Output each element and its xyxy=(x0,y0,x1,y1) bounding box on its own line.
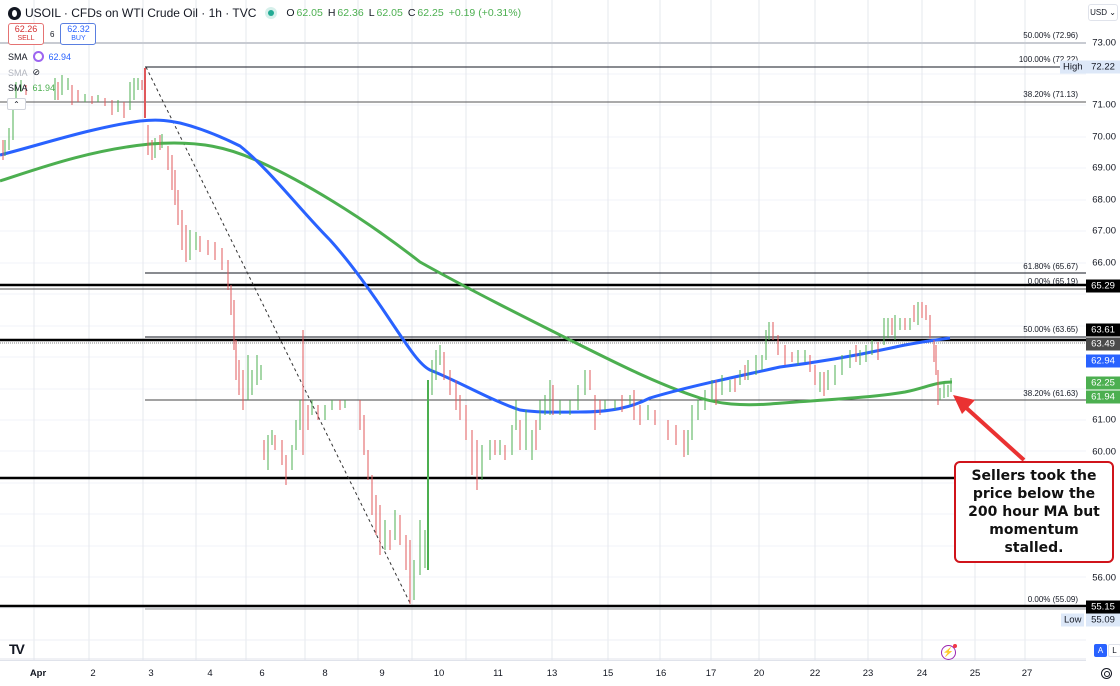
legend-value: 62.94 xyxy=(48,51,72,62)
xtick: 22 xyxy=(809,668,821,679)
level-label-65-29: 65.29 xyxy=(1086,279,1120,293)
ytick: 60.00 xyxy=(1092,446,1116,458)
time-axis[interactable]: Apr 2 3 4 6 8 9 10 11 13 15 16 17 20 22 … xyxy=(0,660,1086,684)
fib-label-0-low: 0.00% (55.09) xyxy=(1027,595,1078,604)
loading-icon xyxy=(32,51,44,62)
xtick: 2 xyxy=(90,668,96,679)
annotation-callout[interactable]: Sellers took the price below the 200 hou… xyxy=(954,461,1114,563)
sell-price: 62.26 xyxy=(14,24,38,34)
lightning-alert-icon[interactable]: ⚡ xyxy=(941,644,957,660)
sma-200-price-label: 61.94 xyxy=(1086,390,1120,404)
level-label-55-15: 55.15 xyxy=(1086,600,1120,614)
ytick: 56.00 xyxy=(1092,572,1116,584)
legend-name: SMA xyxy=(8,51,28,62)
eye-hidden-icon[interactable]: ⊘ xyxy=(32,67,41,77)
collapse-legend-button[interactable]: ⌃ xyxy=(7,98,26,110)
xtick: 6 xyxy=(259,668,265,679)
fib-label-61: 61.80% (65.67) xyxy=(1023,262,1078,271)
fib-label-50-mid: 50.00% (63.65) xyxy=(1023,325,1078,334)
auto-scale-button[interactable]: A xyxy=(1094,644,1107,657)
grid-lines xyxy=(0,42,1086,641)
last-price-label: 62.25 xyxy=(1086,376,1120,390)
ytick: 68.00 xyxy=(1092,194,1116,206)
market-status-icon xyxy=(268,10,275,16)
trade-buttons: 62.26 SELL 6 62.32 BUY xyxy=(8,23,97,45)
fib-label-38-upper: 38.20% (71.13) xyxy=(1023,90,1078,99)
fib-label-0-mid: 0.00% (65.19) xyxy=(1027,277,1078,286)
symbol-header: USOIL · CFDs on WTI Crude Oil · 1h · TVC… xyxy=(8,4,526,22)
high-label: H xyxy=(327,7,336,19)
settings-icon[interactable] xyxy=(1101,668,1112,679)
symbol-logo-icon xyxy=(8,6,21,20)
sma-200-line xyxy=(0,141,953,407)
xtick: 8 xyxy=(322,668,328,679)
legend-name: SMA xyxy=(8,67,28,78)
xtick: 24 xyxy=(916,668,928,679)
fib-label-50-upper: 50.00% (72.96) xyxy=(1023,31,1078,40)
low-price-label: 55.09 xyxy=(1086,613,1120,627)
xtick: 16 xyxy=(655,668,667,679)
fib-label-100: 100.00% (72.22) xyxy=(1018,55,1078,64)
legend-sma-hidden[interactable]: SMA ⊘ xyxy=(8,67,40,78)
xtick: 13 xyxy=(546,668,558,679)
currency-label: USD xyxy=(1090,8,1107,17)
sell-button[interactable]: 62.26 SELL xyxy=(8,23,44,45)
xtick: 17 xyxy=(705,668,717,679)
legend-sma-100[interactable]: SMA 62.94 xyxy=(8,51,71,62)
level-label-63-49: 63.49 xyxy=(1086,337,1120,351)
change-value: +0.19 (+0.31%) xyxy=(448,7,522,19)
xtick: 3 xyxy=(148,668,154,679)
currency-selector[interactable]: USD ⌄ xyxy=(1088,4,1118,21)
annotation-arrow xyxy=(953,395,1026,462)
xtick: 11 xyxy=(493,668,503,679)
low-badge: Low xyxy=(1061,613,1085,627)
xtick: 9 xyxy=(379,668,385,679)
ytick: 61.00 xyxy=(1092,414,1116,426)
xtick: 20 xyxy=(753,668,765,679)
buy-label: BUY xyxy=(71,35,86,42)
close-value: 62.25 xyxy=(417,7,444,19)
xtick: 4 xyxy=(207,668,213,679)
xtick: 27 xyxy=(1021,668,1033,679)
spread-value: 6 xyxy=(50,29,55,39)
ytick: 73.00 xyxy=(1092,37,1116,49)
open-value: 62.05 xyxy=(296,7,323,19)
buy-price: 62.32 xyxy=(67,24,90,34)
price-axis[interactable]: 73.00 71.00 70.00 69.00 68.00 67.00 66.0… xyxy=(1086,0,1120,686)
buy-button[interactable]: 62.32 BUY xyxy=(60,23,97,45)
fib-label-38-lower: 38.20% (61.63) xyxy=(1023,389,1078,398)
tradingview-logo-icon[interactable]: TV xyxy=(9,641,25,657)
ytick: 69.00 xyxy=(1092,162,1116,174)
level-label-63-61: 63.61 xyxy=(1086,323,1120,337)
high-price-label: 72.22 xyxy=(1086,60,1120,74)
high-value: 62.36 xyxy=(337,7,364,19)
ytick: 71.00 xyxy=(1092,99,1116,111)
open-label: O xyxy=(286,7,295,19)
sell-label: SELL xyxy=(17,35,35,42)
horizontal-levels[interactable] xyxy=(0,66,1086,610)
ytick: 67.00 xyxy=(1092,225,1116,237)
xtick: 25 xyxy=(969,668,981,679)
xtick: Apr xyxy=(29,668,47,679)
low-value: 62.05 xyxy=(376,7,403,19)
sma-100-price-label: 62.94 xyxy=(1086,354,1120,368)
candles xyxy=(2,68,952,604)
legend-value: 61.94 xyxy=(32,83,56,93)
sma-100-line xyxy=(0,118,951,414)
close-label: C xyxy=(407,7,416,19)
ytick: 66.00 xyxy=(1092,257,1116,269)
low-label: L xyxy=(368,7,375,19)
price-chart[interactable] xyxy=(0,0,1086,660)
legend-name: SMA xyxy=(8,83,28,93)
log-scale-button[interactable]: L xyxy=(1108,644,1120,657)
xtick: 23 xyxy=(862,668,874,679)
xtick: 15 xyxy=(602,668,614,679)
xtick: 10 xyxy=(433,668,445,679)
legend-sma-200[interactable]: SMA 61.94 xyxy=(8,83,55,93)
high-badge: High xyxy=(1060,60,1086,74)
symbol-title[interactable]: USOIL · CFDs on WTI Crude Oil · 1h · TVC xyxy=(25,6,257,20)
ytick: 70.00 xyxy=(1092,131,1116,143)
